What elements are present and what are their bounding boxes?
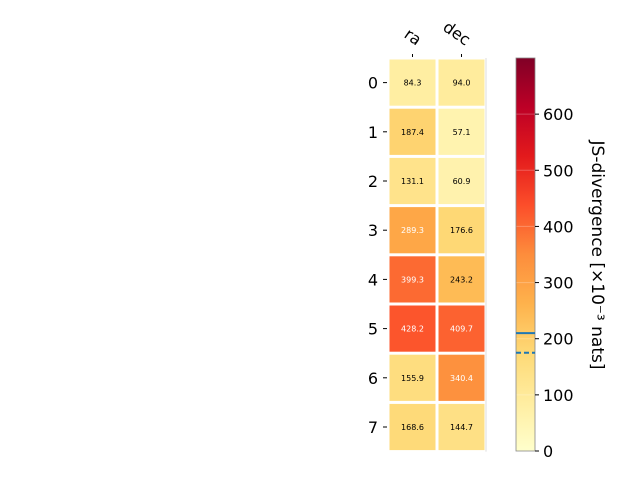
colorbar-tick-label: 500 — [543, 161, 574, 180]
heatmap-cell — [438, 207, 485, 254]
cell-value-label: 60.9 — [453, 177, 471, 186]
heatmap-grid: 84.3 94.0 187.4 57.1 131.1 60.9 289.3 176.6 399.… — [389, 58, 487, 452]
heatmap-cell — [389, 59, 436, 106]
colorbar-tick-label: 100 — [543, 386, 574, 405]
cell-value-label: 340.4 — [450, 374, 473, 383]
row-label: 2 — [368, 172, 378, 191]
colorbar-tick-label: 400 — [543, 217, 574, 236]
colorbar-frame — [515, 57, 536, 452]
row-label: 0 — [368, 74, 378, 93]
cell-value-label: 243.2 — [450, 275, 473, 284]
column-label: ra — [401, 24, 425, 49]
column-label: dec — [440, 17, 474, 49]
row-label: 7 — [368, 418, 378, 437]
heatmap-cell — [438, 59, 485, 106]
cell-value-label: 155.9 — [401, 374, 424, 383]
cell-value-label: 84.3 — [404, 79, 422, 88]
colorbar-tick-label: 0 — [543, 442, 553, 461]
cell-value-label: 176.6 — [450, 226, 473, 235]
heatmap-cell — [438, 354, 485, 401]
row-labels: 0 1 2 3 4 5 6 7 — [368, 74, 387, 437]
cell-value-label: 57.1 — [453, 128, 471, 137]
cell-value-label: 399.3 — [401, 275, 424, 284]
heatmap-cell — [438, 256, 485, 303]
row-label: 5 — [368, 320, 378, 339]
cell-value-label: 428.2 — [401, 325, 424, 334]
row-label: 6 — [368, 369, 378, 388]
heatmap-cell — [389, 305, 436, 352]
cell-value-label: 187.4 — [401, 128, 424, 137]
row-label: 4 — [368, 270, 378, 289]
cell-value-label: 131.1 — [401, 177, 424, 186]
heatmap-cell — [389, 207, 436, 254]
cell-value-label: 289.3 — [401, 226, 424, 235]
heatmap-cell — [438, 305, 485, 352]
colorbar-tick-label: 600 — [543, 105, 574, 124]
heatmap-cell — [389, 354, 436, 401]
cell-value-label: 168.6 — [401, 423, 424, 432]
heatmap-cell — [389, 403, 436, 451]
heatmap-cell — [438, 403, 485, 451]
cell-value-label: 144.7 — [450, 423, 473, 432]
heatmap-cell — [438, 108, 485, 155]
colorbar-tick-label: 200 — [543, 330, 574, 349]
row-label: 1 — [368, 123, 378, 142]
colorbar: 0 100 200 300 400 500 600 — [515, 57, 574, 461]
heatmap-cell — [438, 157, 485, 205]
heatmap-cell — [389, 256, 436, 303]
row-label: 3 — [368, 221, 378, 240]
heatmap-cell — [389, 108, 436, 155]
cell-value-label: 94.0 — [453, 79, 471, 88]
column-labels: ra dec — [401, 17, 474, 57]
heatmap-cell — [389, 157, 436, 205]
colorbar-tick-label: 300 — [543, 274, 574, 293]
colorbar-label: JS-divergence [×10⁻³ nats] — [587, 140, 607, 370]
cell-value-label: 409.7 — [450, 325, 473, 334]
colorbar-gradient — [516, 58, 535, 451]
